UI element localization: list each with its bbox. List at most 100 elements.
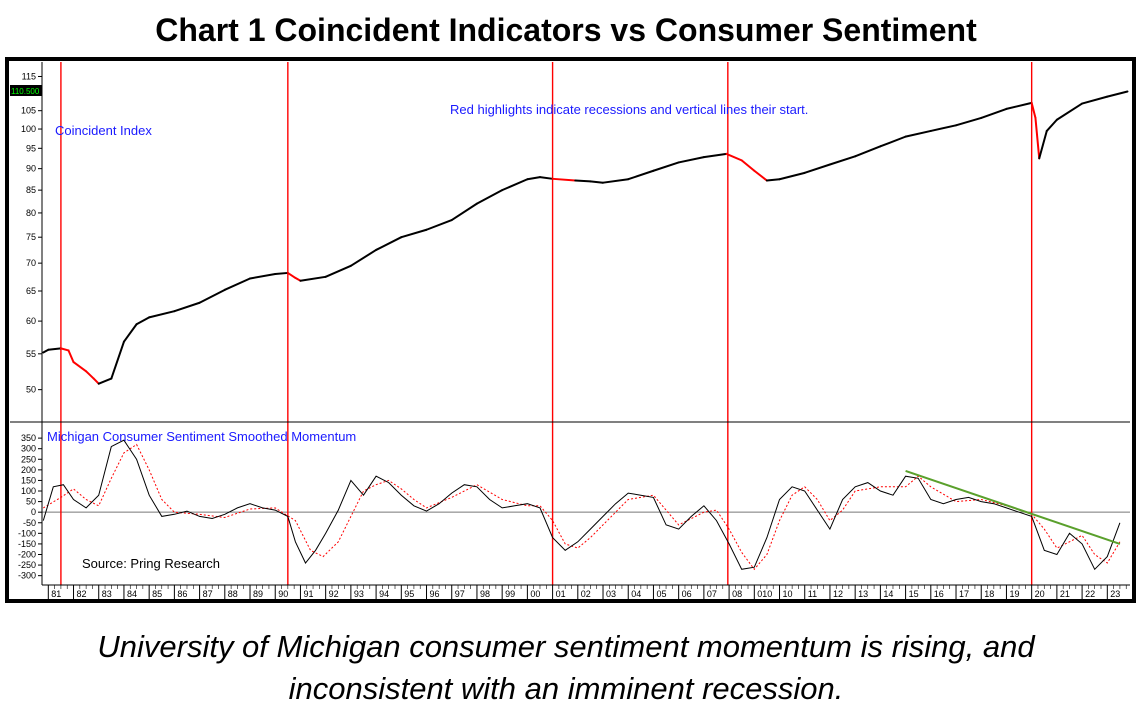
index-segment [475,189,504,205]
index-segment [725,152,743,162]
index-segment [602,178,630,184]
x-tick-label: 88 [228,589,238,599]
caption-line-2: inconsistent with an imminent recession. [288,671,844,706]
index-segment [753,169,768,182]
lower-panel-label: Michigan Consumer Sentiment Smoothed Mom… [47,429,356,444]
lower-y-tick-label: 100 [21,486,36,496]
index-segment [501,178,529,192]
index-segment [955,116,983,127]
recession-start-lines [60,62,1033,585]
x-tick-label: 13 [858,589,868,599]
index-segment [85,370,95,380]
x-tick-label: 91 [303,589,313,599]
x-tick-label: 82 [77,589,87,599]
x-tick-label: 95 [404,589,414,599]
index-segment [72,361,88,373]
index-segment [249,273,277,280]
upper-y-tick-label: 80 [26,208,36,218]
index-segment [148,310,176,319]
index-segment [627,169,655,181]
lower-y-tick-label: 0 [31,507,36,517]
x-tick-label: 97 [455,589,465,599]
axis-layer: 5055606570758085909510010511011535030025… [10,62,1130,599]
x-tick-label: 05 [656,589,666,599]
x-tick-label: 14 [883,589,893,599]
lower-y-tick-label: 250 [21,454,36,464]
lower-y-tick-label: 150 [21,475,36,485]
index-segment [324,264,352,278]
x-tick-label: 96 [430,589,440,599]
momentum-trendline [905,469,1121,545]
index-segment [349,248,378,267]
x-tick-label: 92 [329,589,339,599]
x-tick-label: 87 [203,589,213,599]
x-tick-label: 86 [177,589,187,599]
lower-y-tick-label: 300 [21,444,36,454]
upper-y-tick-label: 50 [26,385,36,395]
recession-note: Red highlights indicate recessions and v… [450,102,808,117]
index-segment [929,124,958,132]
x-tick-label: 20 [1035,589,1045,599]
index-segment [274,271,289,276]
index-segment [1034,116,1041,160]
x-tick-label: 93 [354,589,364,599]
index-segment [677,156,705,164]
index-segment [286,271,297,279]
index-segment [778,171,806,181]
index-segment [574,179,592,183]
lower-y-tick-label: -50 [23,518,36,528]
index-segment [173,301,201,313]
upper-panel-label: Coincident Index [55,123,152,138]
index-segment [375,236,403,251]
index-segment [1038,129,1048,160]
index-segment [854,145,882,158]
x-tick-label: 12 [833,589,843,599]
x-tick-label: 81 [51,589,61,599]
index-segment [551,177,577,182]
coincident-index-panel [42,90,1129,385]
x-tick-label: 00 [530,589,540,599]
x-tick-label: 94 [379,589,389,599]
x-tick-label: 19 [1009,589,1019,599]
upper-y-tick-label: 90 [26,164,36,174]
x-tick-label: 21 [1060,589,1070,599]
lower-y-tick-label: 200 [21,465,36,475]
x-tick-label: 89 [253,589,263,599]
chart-title: Chart 1 Coincident Indicators vs Consume… [155,12,977,48]
x-tick-label: 02 [581,589,591,599]
index-segment [828,155,857,166]
x-tick-label: 01 [556,589,566,599]
index-segment [223,277,252,291]
x-tick-label: 16 [934,589,944,599]
lower-y-tick-label: 50 [26,497,36,507]
index-segment [67,349,75,364]
lower-y-tick-label: 350 [21,433,36,443]
caption: University of Michigan consumer sentimen… [0,626,1132,710]
x-tick-label: 99 [505,589,515,599]
upper-y-tick-label: 95 [26,143,36,153]
index-segment [425,219,453,231]
x-tick-label: 06 [682,589,692,599]
x-tick-label: 10 [783,589,793,599]
source-note: Source: Pring Research [82,556,220,571]
momentum-line [42,439,1121,571]
x-tick-label: 08 [732,589,742,599]
x-tick-label: 84 [127,589,137,599]
upper-y-tick-label: 105 [21,106,36,116]
index-segment [879,135,907,148]
x-tick-label: 85 [152,589,162,599]
index-segment [589,180,605,184]
upper-y-tick-label: 115 [22,71,36,81]
momentum-signal-line [43,443,1121,571]
lower-y-tick-label: -200 [18,549,36,559]
x-tick-label: 83 [102,589,112,599]
index-segment [59,347,70,352]
index-segment [135,316,151,326]
x-tick-label: 22 [1085,589,1095,599]
index-segment [803,163,831,174]
x-tick-label: 98 [480,589,490,599]
lower-y-tick-label: -150 [18,539,36,549]
index-segment [702,152,728,159]
index-segment [526,176,541,181]
